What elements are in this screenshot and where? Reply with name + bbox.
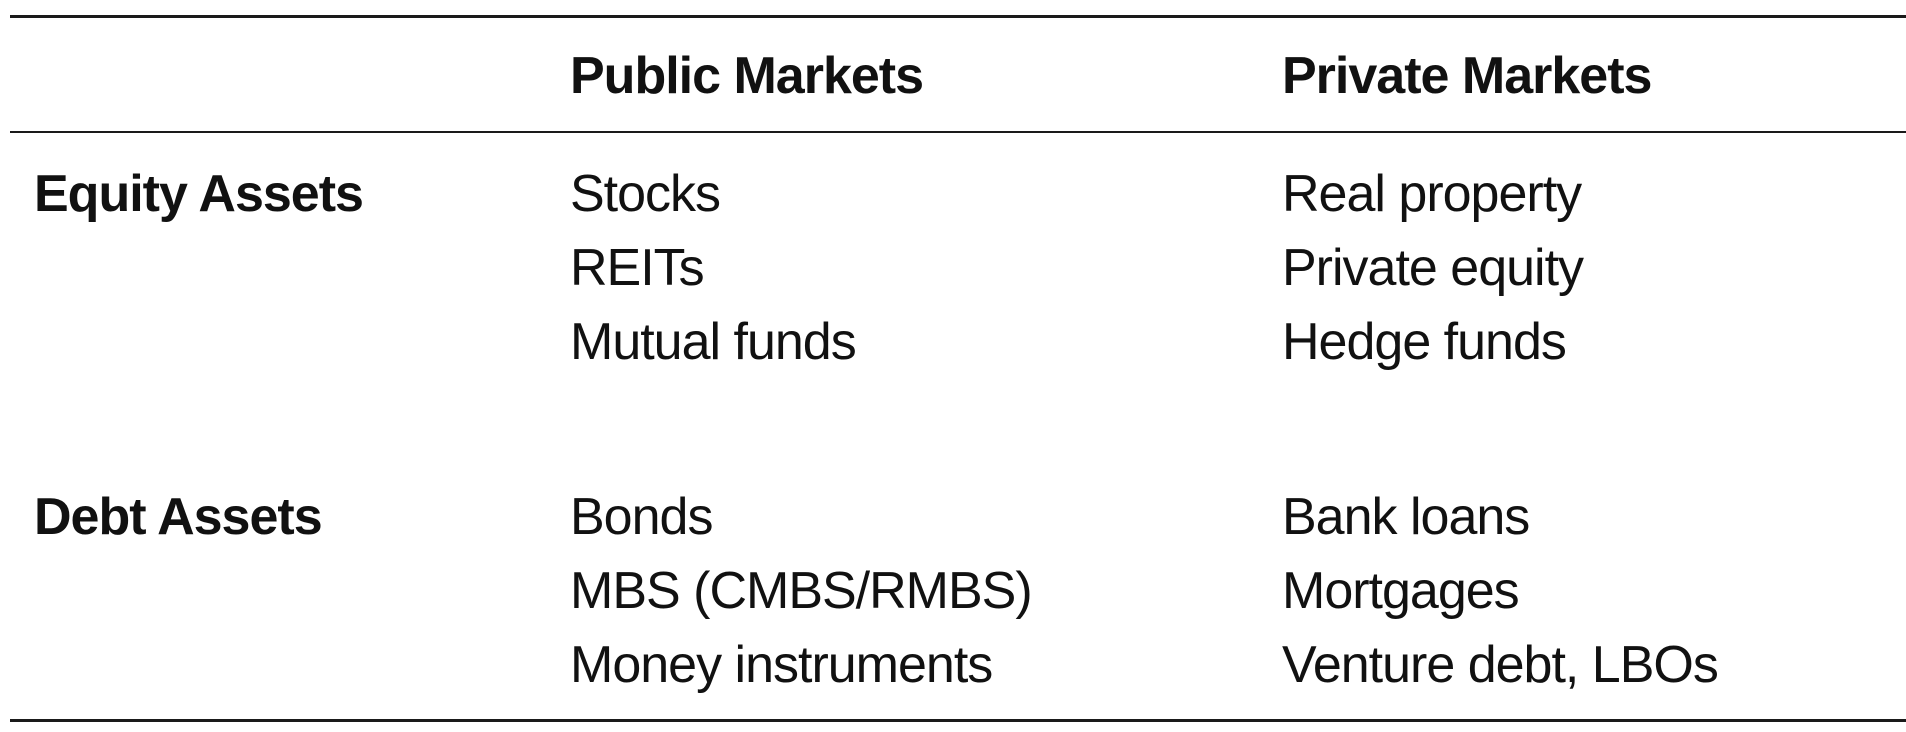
row-header-equity-assets: Equity Assets: [34, 165, 364, 223]
list-item: Mutual funds: [570, 313, 857, 371]
list-item: Hedge funds: [1282, 313, 1567, 371]
list-item: Real property: [1282, 165, 1582, 223]
list-item: Private equity: [1282, 239, 1584, 297]
column-header-private-markets: Private Markets: [1282, 47, 1652, 105]
list-item: Money instruments: [570, 636, 993, 694]
list-item: MBS (CMBS/RMBS): [570, 562, 1033, 620]
column-header-public-markets: Public Markets: [570, 47, 924, 105]
list-item: REITs: [570, 239, 705, 297]
table-bottom-rule: [10, 719, 1906, 722]
list-item: Mortgages: [1282, 562, 1520, 620]
list-item: Venture debt, LBOs: [1282, 636, 1719, 694]
table-top-rule: [10, 15, 1906, 18]
debt-public-cell: Bonds MBS (CMBS/RMBS) Money instruments: [570, 480, 1033, 702]
list-item: Bank loans: [1282, 488, 1530, 546]
debt-private-cell: Bank loans Mortgages Venture debt, LBOs: [1282, 480, 1719, 702]
list-item: Bonds: [570, 488, 713, 546]
list-item: Stocks: [570, 165, 721, 223]
equity-private-cell: Real property Private equity Hedge funds: [1282, 157, 1584, 379]
row-header-debt-assets: Debt Assets: [34, 488, 323, 546]
equity-public-cell: Stocks REITs Mutual funds: [570, 157, 857, 379]
header-divider-rule: [10, 131, 1906, 133]
